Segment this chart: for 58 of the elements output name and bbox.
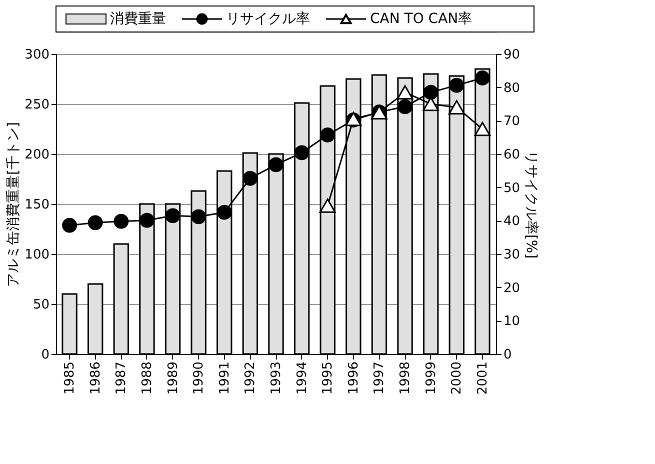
point bbox=[423, 84, 438, 100]
y2-tick-label: 30 bbox=[504, 248, 520, 262]
x-tick-label: 1989 bbox=[166, 362, 181, 395]
x-tick-label: 1997 bbox=[372, 362, 388, 395]
y2-tick-label: 10 bbox=[504, 314, 520, 330]
x-tick-label: 1991 bbox=[217, 362, 232, 395]
y2-tick-label: 90 bbox=[504, 48, 520, 62]
x-tick-label: 1990 bbox=[192, 362, 207, 395]
x-tick-label: 1985 bbox=[62, 362, 78, 395]
point bbox=[88, 215, 103, 230]
x-tick-label: 1996 bbox=[346, 362, 362, 395]
x-tick-label: 1988 bbox=[140, 362, 155, 395]
point bbox=[448, 100, 465, 115]
y-tick-label: 300 bbox=[24, 48, 50, 62]
y2-tick-label: 60 bbox=[504, 148, 520, 162]
point bbox=[62, 218, 78, 233]
point bbox=[474, 70, 490, 86]
x-tick-label: 2001 bbox=[475, 362, 490, 395]
point bbox=[474, 122, 491, 136]
x-tick-label: 1998 bbox=[398, 362, 414, 395]
point bbox=[242, 170, 258, 186]
point bbox=[268, 157, 284, 172]
point bbox=[216, 204, 232, 220]
x-tick-label: 1994 bbox=[294, 362, 310, 395]
x-tick-label: 1999 bbox=[424, 362, 439, 395]
x-tick-label: 1995 bbox=[320, 362, 336, 395]
y2-tick-label: 40 bbox=[504, 214, 520, 230]
x-tick-label: 1993 bbox=[269, 362, 284, 395]
point bbox=[398, 99, 412, 114]
y-tick-label: 200 bbox=[24, 148, 50, 162]
y-tick-label: 150 bbox=[24, 198, 50, 212]
y2-tick-label: 70 bbox=[504, 114, 520, 130]
point bbox=[140, 212, 154, 228]
point bbox=[319, 198, 336, 213]
legend-label: リサイクル率 bbox=[226, 11, 310, 27]
x-tick-label: 1987 bbox=[114, 362, 130, 395]
point bbox=[294, 145, 310, 160]
point bbox=[114, 214, 129, 229]
point bbox=[165, 208, 180, 224]
y-axis-title: アルミ缶消費重量[千トン] bbox=[6, 122, 22, 287]
point bbox=[396, 85, 414, 100]
y2-tick-label: 20 bbox=[504, 280, 520, 296]
y2-tick-label: 0 bbox=[504, 348, 512, 362]
legend-label: 消費重量 bbox=[110, 11, 166, 27]
y2-axis-title: リサイクル率[%] bbox=[523, 150, 540, 259]
legend-label: CAN TO CAN率 bbox=[370, 11, 472, 27]
point bbox=[449, 78, 464, 93]
y-tick-label: 100 bbox=[24, 248, 50, 262]
point bbox=[320, 128, 336, 142]
y2-tick-label: 50 bbox=[504, 180, 520, 196]
x-tick-label: 2000 bbox=[450, 362, 465, 395]
y-tick-label: 50 bbox=[32, 298, 50, 312]
y-tick-label: 0 bbox=[41, 348, 50, 362]
x-tick-label: 1986 bbox=[88, 362, 104, 395]
x-tick-label: 1992 bbox=[243, 362, 258, 395]
point bbox=[191, 209, 206, 224]
y-tick-label: 250 bbox=[24, 98, 50, 112]
y2-tick-label: 80 bbox=[504, 80, 520, 96]
